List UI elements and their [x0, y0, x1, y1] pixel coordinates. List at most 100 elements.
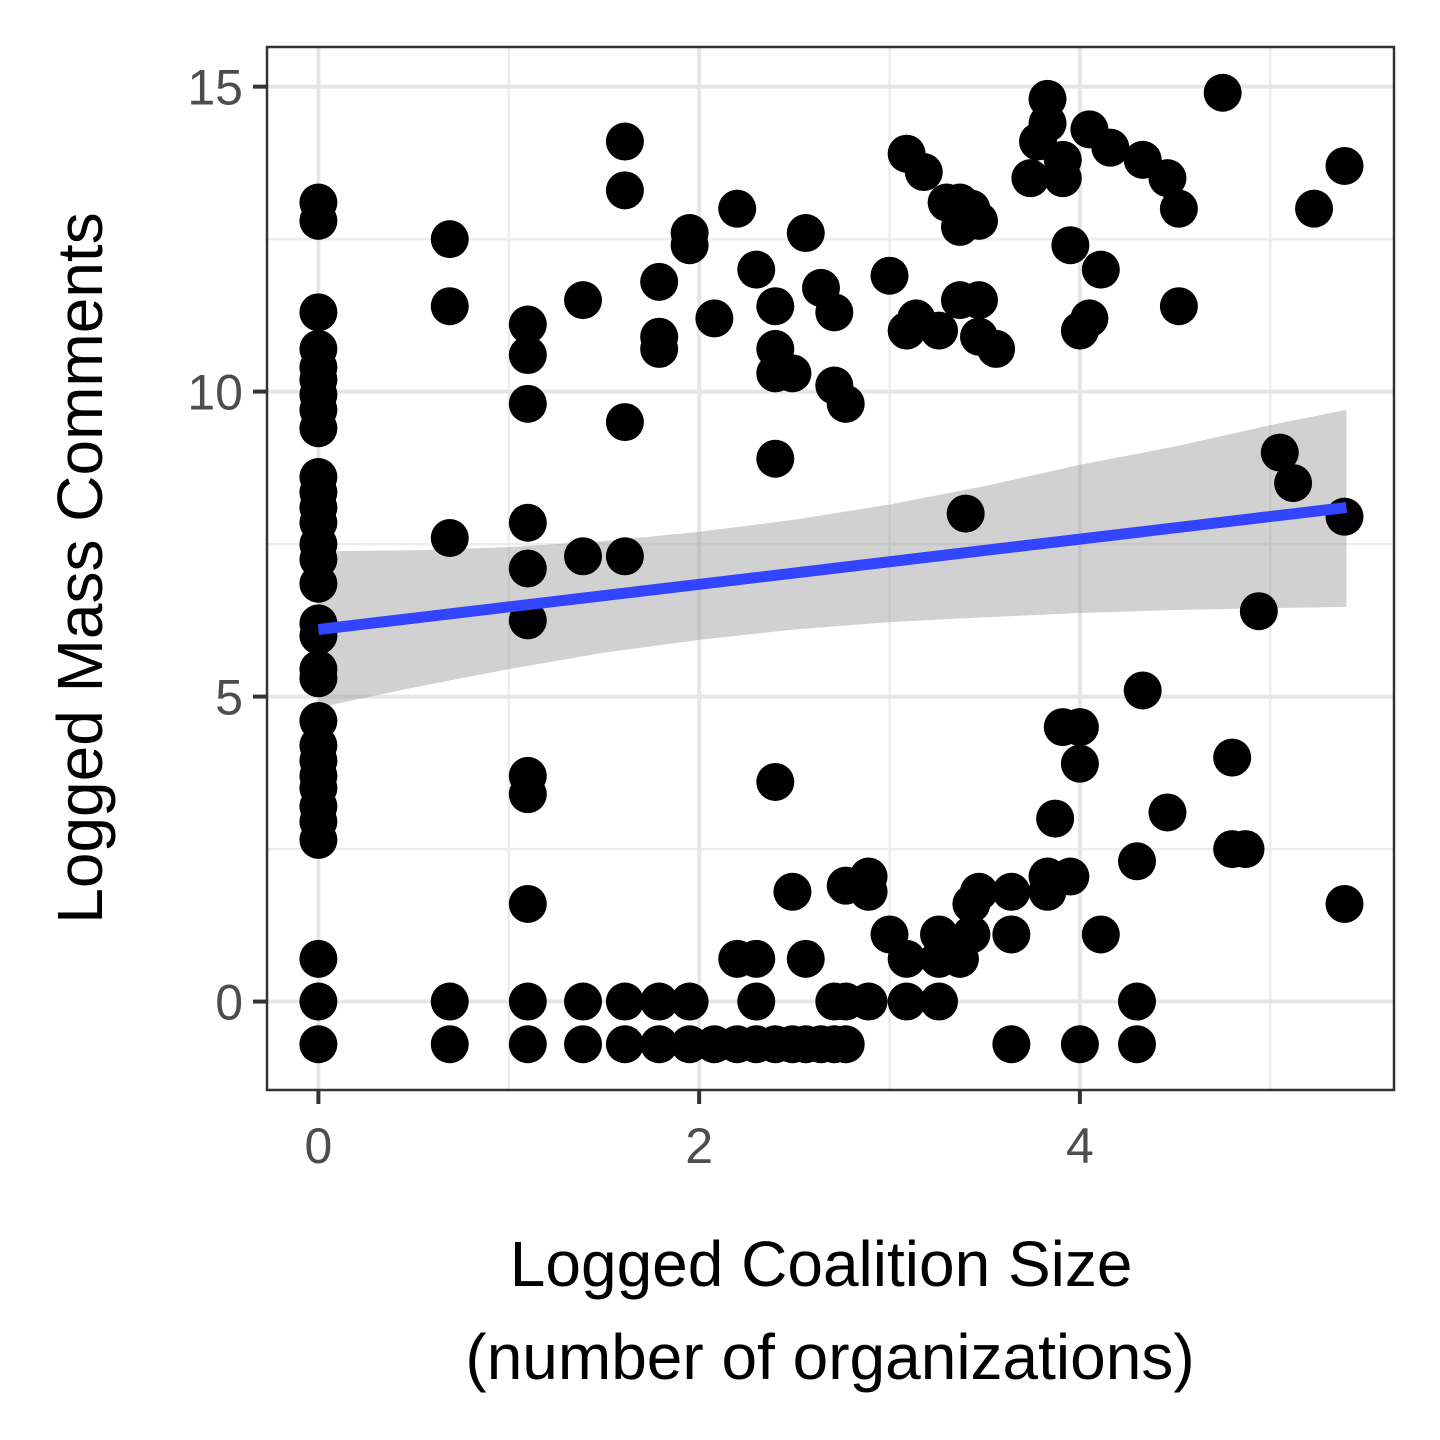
- data-point: [564, 1025, 603, 1064]
- data-point: [1091, 128, 1130, 167]
- data-point: [786, 939, 825, 978]
- data-point: [605, 171, 644, 210]
- data-point: [1274, 464, 1313, 503]
- data-point: [826, 1025, 865, 1064]
- x-axis-title-line-1: Logged Coalition Size: [510, 1228, 1133, 1300]
- data-point: [299, 293, 338, 332]
- x-tick-label: 2: [685, 1118, 713, 1174]
- data-point: [992, 1025, 1031, 1064]
- data-point: [1060, 708, 1099, 747]
- data-point: [299, 820, 338, 859]
- y-tick-label: 5: [215, 670, 243, 726]
- data-point: [564, 281, 603, 320]
- data-point: [1226, 830, 1265, 869]
- data-point: [1028, 79, 1067, 118]
- data-point: [1036, 799, 1075, 838]
- data-point: [605, 403, 644, 442]
- data-point: [920, 982, 959, 1021]
- data-point: [508, 336, 547, 375]
- data-point: [1070, 299, 1109, 338]
- data-point: [977, 329, 1016, 368]
- data-point: [430, 220, 469, 259]
- data-point: [992, 915, 1031, 954]
- data-point: [756, 439, 795, 478]
- x-tick-label: 0: [304, 1118, 332, 1174]
- data-point: [773, 872, 812, 911]
- data-point: [508, 1025, 547, 1064]
- y-axis-title: Logged Mass Comments: [44, 212, 116, 923]
- data-point: [1159, 189, 1198, 228]
- data-point: [508, 982, 547, 1021]
- data-point: [887, 982, 926, 1021]
- data-point: [508, 503, 547, 542]
- data-point: [786, 214, 825, 253]
- data-point: [959, 281, 998, 320]
- data-point: [605, 122, 644, 161]
- data-point: [1081, 915, 1120, 954]
- data-point: [1081, 250, 1120, 289]
- data-point: [640, 329, 679, 368]
- data-point: [640, 1025, 679, 1064]
- data-point: [1239, 592, 1278, 631]
- data-point: [1148, 159, 1187, 198]
- data-point: [959, 201, 998, 240]
- data-point: [1117, 982, 1156, 1021]
- y-tick-label: 10: [187, 365, 243, 421]
- data-point: [920, 311, 959, 350]
- data-point: [718, 189, 757, 228]
- data-point: [1051, 857, 1090, 896]
- data-point: [904, 153, 943, 192]
- data-point: [640, 262, 679, 301]
- data-layer: [299, 73, 1364, 1064]
- data-point: [756, 762, 795, 801]
- data-point: [870, 256, 909, 295]
- data-point: [430, 287, 469, 326]
- data-point: [1060, 1025, 1099, 1064]
- data-point: [670, 226, 709, 265]
- data-point: [564, 537, 603, 576]
- data-point: [1325, 884, 1364, 923]
- data-point: [1260, 433, 1299, 472]
- data-point: [605, 982, 644, 1021]
- x-axis-title: Logged Coalition Size (number of organiz…: [465, 1228, 1194, 1393]
- data-point: [508, 884, 547, 923]
- data-point: [1295, 189, 1334, 228]
- data-point: [640, 982, 679, 1021]
- data-point: [1060, 744, 1099, 783]
- data-point: [1117, 1025, 1156, 1064]
- data-point: [1011, 159, 1050, 198]
- panel-border: [265, 45, 1396, 1092]
- data-point: [952, 915, 991, 954]
- data-point: [1043, 159, 1082, 198]
- data-point: [849, 982, 888, 1021]
- y-tick-label: 15: [187, 60, 243, 116]
- data-point: [1213, 738, 1252, 777]
- data-point: [430, 519, 469, 558]
- data-point: [299, 659, 338, 698]
- data-point: [299, 201, 338, 240]
- data-point: [756, 287, 795, 326]
- data-point: [826, 384, 865, 423]
- data-point: [737, 982, 776, 1021]
- data-point: [946, 494, 985, 533]
- data-point: [299, 939, 338, 978]
- data-point: [430, 1025, 469, 1064]
- data-point: [695, 299, 734, 338]
- x-axis-title-line-2: (number of organizations): [465, 1321, 1194, 1393]
- data-point: [1325, 146, 1364, 185]
- data-point: [508, 384, 547, 423]
- data-point: [508, 775, 547, 814]
- data-point: [887, 939, 926, 978]
- data-point: [299, 409, 338, 448]
- data-point: [508, 549, 547, 588]
- data-point: [1203, 73, 1242, 112]
- data-point: [1117, 842, 1156, 881]
- data-point: [299, 616, 338, 655]
- data-point: [737, 939, 776, 978]
- data-point: [1051, 226, 1090, 265]
- y-tick-label: 0: [215, 975, 243, 1031]
- data-point: [430, 982, 469, 1021]
- data-point: [508, 305, 547, 344]
- data-point: [605, 537, 644, 576]
